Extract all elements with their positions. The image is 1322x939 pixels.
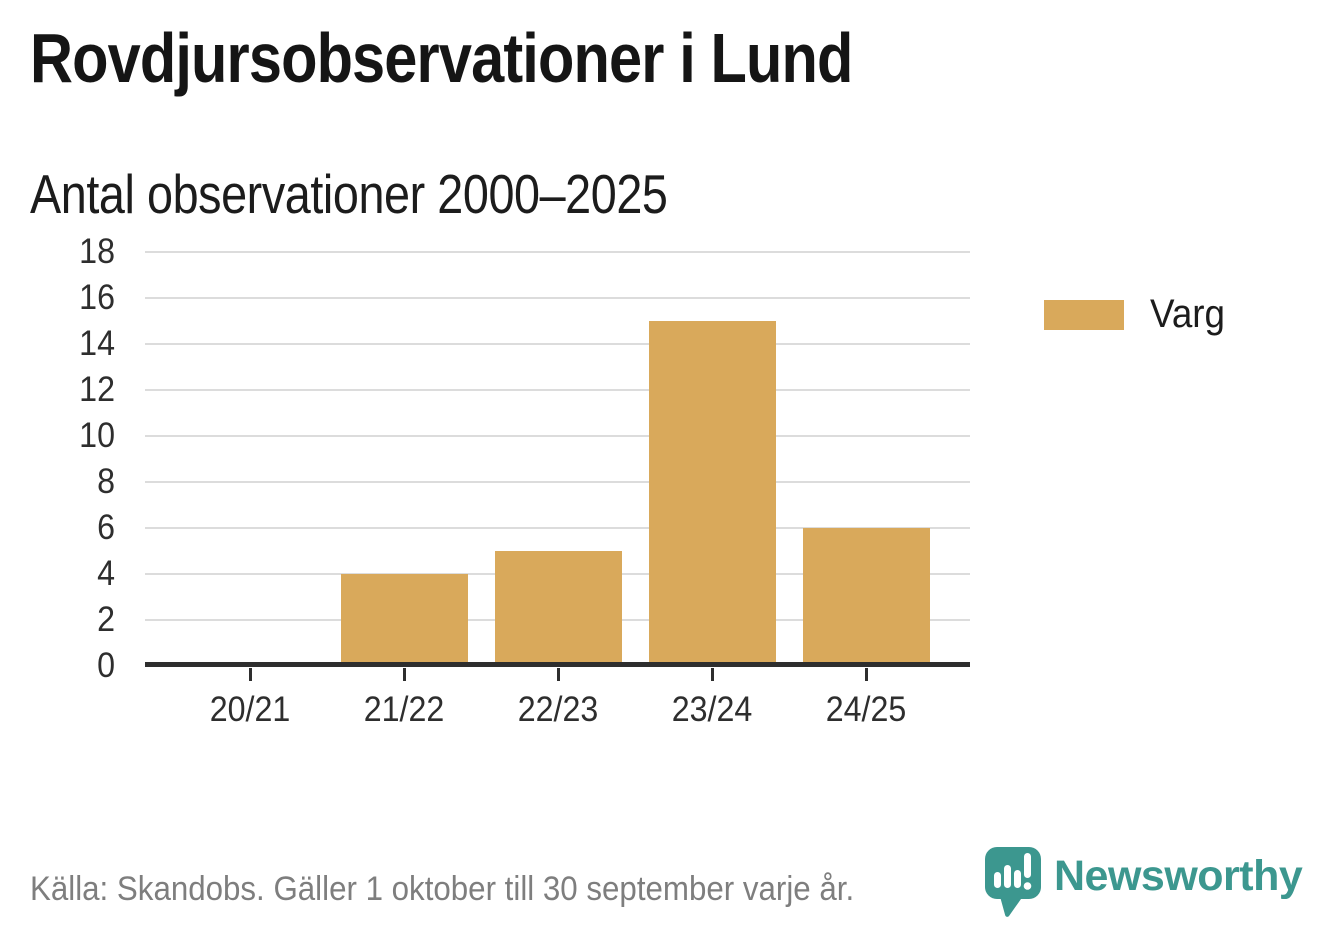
newsworthy-wordmark: Newsworthy	[1054, 852, 1303, 900]
y-axis-label-14: 14	[79, 324, 115, 363]
legend: Varg	[1044, 292, 1232, 337]
bar-22-23	[494, 551, 622, 666]
x-axis-label-20-21: 20/21	[209, 690, 291, 729]
newsworthy-bubble-icon	[985, 847, 1041, 917]
x-tick-22-23	[556, 668, 560, 681]
gridline-10	[145, 435, 970, 437]
source-note: Källa: Skandobs. Gäller 1 oktober till 3…	[30, 870, 855, 908]
x-tick-21-22	[402, 668, 406, 681]
x-axis-label-24-25: 24/25	[825, 690, 907, 729]
bar-23-24	[648, 321, 776, 666]
page-title: Rovdjursobservationer i Lund	[30, 19, 853, 97]
y-axis-label-16: 16	[79, 278, 115, 317]
gridline-14	[145, 343, 970, 345]
y-axis-label-10: 10	[79, 416, 115, 455]
legend-swatch-varg	[1044, 299, 1124, 330]
gridline-6	[145, 527, 970, 529]
bar-21-22	[340, 574, 468, 666]
x-tick-23-24	[710, 668, 714, 681]
x-tick-24-25	[864, 668, 868, 681]
bar-24-25	[802, 528, 930, 666]
x-axis-line	[145, 662, 970, 667]
x-axis-label-23-24: 23/24	[671, 690, 753, 729]
gridline-16	[145, 297, 970, 299]
gridline-12	[145, 389, 970, 391]
y-axis-label-6: 6	[97, 508, 115, 547]
y-axis-label-0: 0	[97, 646, 115, 685]
y-axis-label-2: 2	[97, 600, 115, 639]
gridline-18	[145, 251, 970, 253]
y-axis-label-8: 8	[97, 462, 115, 501]
x-axis-label-22-23: 22/23	[517, 690, 599, 729]
y-axis-label-12: 12	[79, 370, 115, 409]
gridline-8	[145, 481, 970, 483]
x-tick-20-21	[248, 668, 252, 681]
x-axis-label-21-22: 21/22	[363, 690, 445, 729]
y-axis-label-4: 4	[97, 554, 115, 593]
y-axis-label-18: 18	[79, 232, 115, 271]
newsworthy-logo: Newsworthy	[984, 846, 1303, 918]
legend-label: Varg	[1150, 292, 1226, 336]
chart-subtitle: Antal observationer 2000–2025	[30, 163, 668, 225]
